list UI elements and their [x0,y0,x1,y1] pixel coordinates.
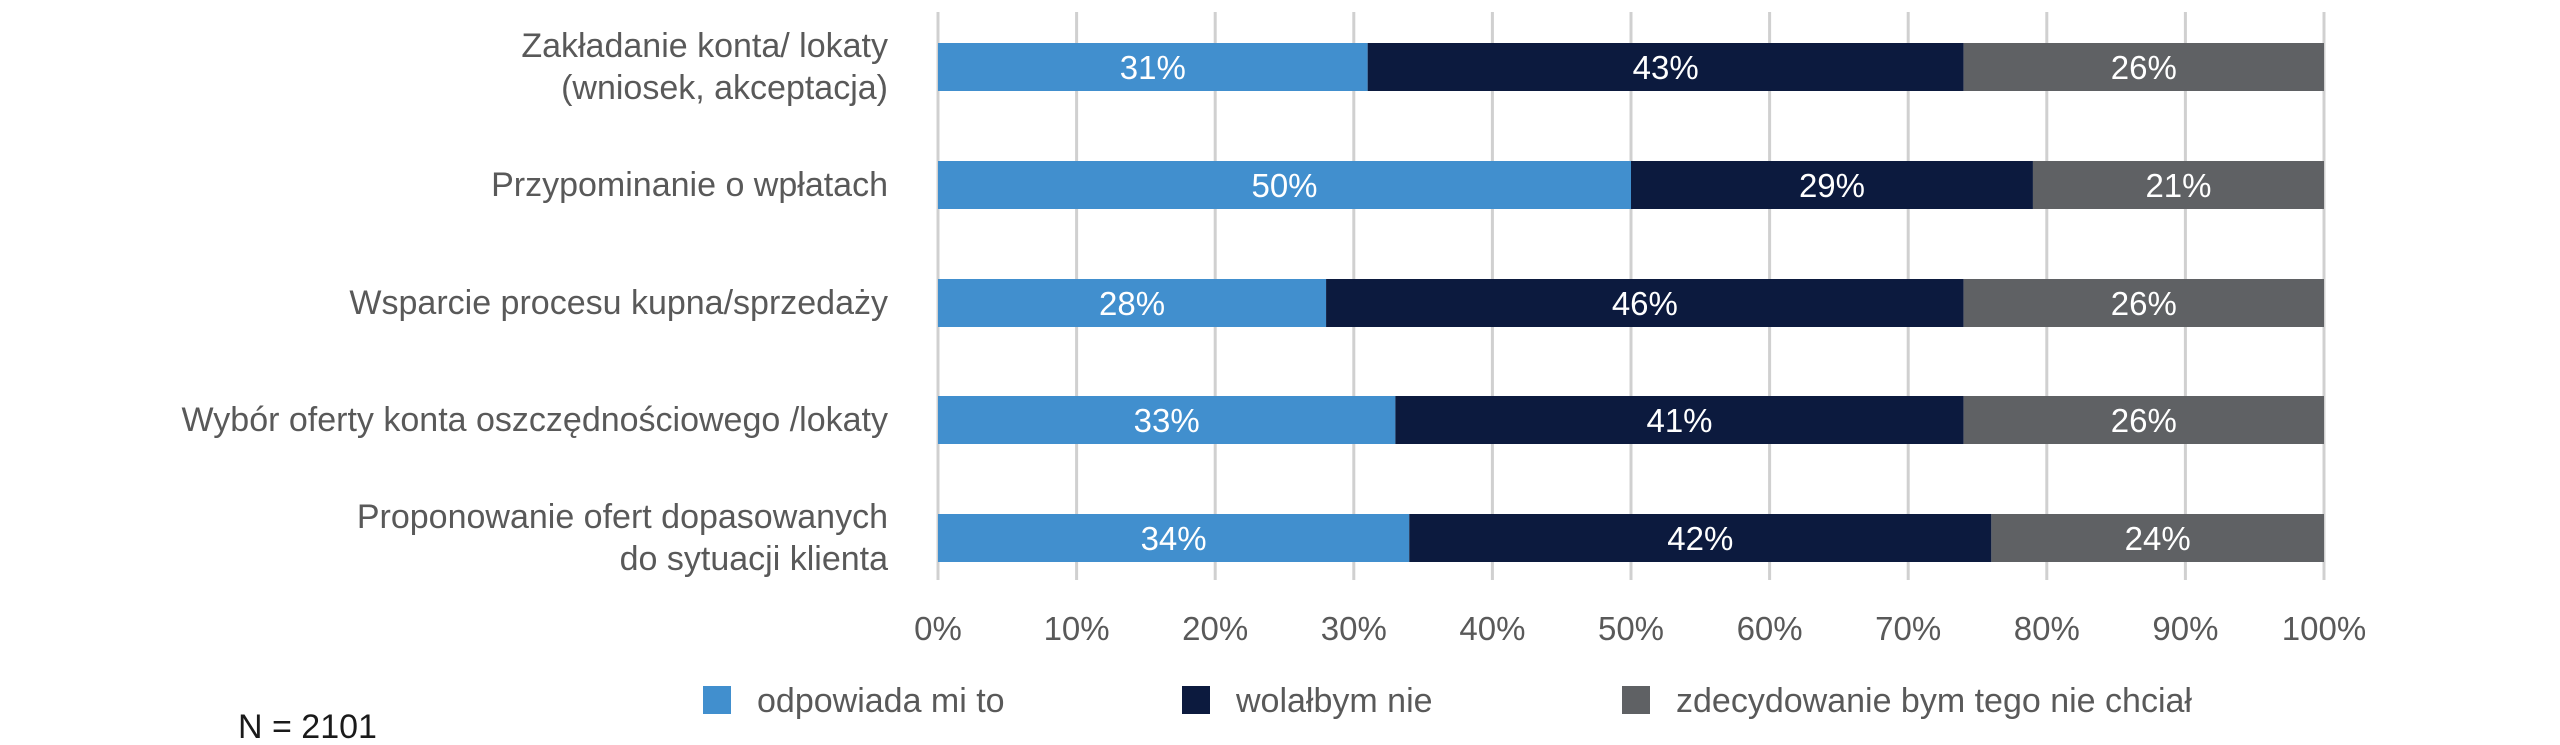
bars: 31% 43% 26% 50% 29% 21% 28% 46% 26% 33% 41% 26% 34% 4… [938,43,2324,562]
bar-segment [1963,43,2324,91]
category-labels: Zakładanie konta/ lokaty (wniosek, akcept… [182,27,889,578]
x-tick-label: 40% [1459,610,1525,647]
x-tick-label: 0% [914,610,962,647]
legend-swatch [1622,686,1650,714]
bar-segment [1326,279,1964,327]
legend-swatch [1182,686,1210,714]
data-label: 29% [1799,167,1865,204]
category-label: Proponowanie ofert dopasowanych [357,498,888,536]
x-tick-label: 100% [2282,610,2366,647]
data-label: 31% [1120,49,1186,86]
bar-segment [938,161,1631,209]
bar-segment [1367,43,1964,91]
data-label: 42% [1667,520,1733,557]
sample-size-note: N = 2101 [238,708,377,745]
x-tick-label: 20% [1182,610,1248,647]
data-label: 46% [1612,285,1678,322]
data-label: 50% [1251,167,1317,204]
x-tick-label: 90% [2152,610,2218,647]
data-label: 34% [1141,520,1207,557]
bar-segment [1963,396,2324,444]
bar-segment [938,514,1410,562]
data-label: 26% [2111,402,2177,439]
x-tick-label: 10% [1044,610,1110,647]
bar-segment [938,279,1327,327]
bar-segment [2032,161,2324,209]
legend-swatch [703,686,731,714]
x-tick-label: 70% [1875,610,1941,647]
category-label: Wsparcie procesu kupna/sprzedaży [349,284,888,322]
data-label: 41% [1646,402,1712,439]
data-label: 26% [2111,285,2177,322]
bar-segment [1409,514,1992,562]
data-label: 33% [1134,402,1200,439]
category-label: do sytuacji klienta [620,540,888,578]
bar-segment [1395,396,1964,444]
data-label: 28% [1099,285,1165,322]
x-tick-label: 60% [1737,610,1803,647]
bar-segment [938,43,1368,91]
legend-label: zdecydowanie bym tego nie chciał [1676,682,2192,720]
bar-segment [1991,514,2324,562]
data-label: 43% [1633,49,1699,86]
x-tick-label: 30% [1321,610,1387,647]
category-label: Wybór oferty konta oszczędnościowego /lo… [182,401,888,439]
data-label: 24% [2125,520,2191,557]
data-label: 21% [2145,167,2211,204]
bar-segment [938,396,1396,444]
category-label: Zakładanie konta/ lokaty [521,27,888,65]
bar-segment [1963,279,2324,327]
category-label: (wniosek, akceptacja) [561,69,888,107]
legend: odpowiada mi to wolałbym nie zdecydowanie … [703,682,2192,720]
x-tick-label: 50% [1598,610,1664,647]
data-label: 26% [2111,49,2177,86]
legend-label: wolałbym nie [1235,682,1433,720]
bar-segment [1631,161,2033,209]
category-label: Przypominanie o wpłatach [491,166,888,204]
x-tick-labels: 0% 10% 20% 30% 40% 50% 60% 70% 80% 90% 100% [914,610,2366,647]
x-tick-label: 80% [2014,610,2080,647]
legend-label: odpowiada mi to [757,682,1005,720]
